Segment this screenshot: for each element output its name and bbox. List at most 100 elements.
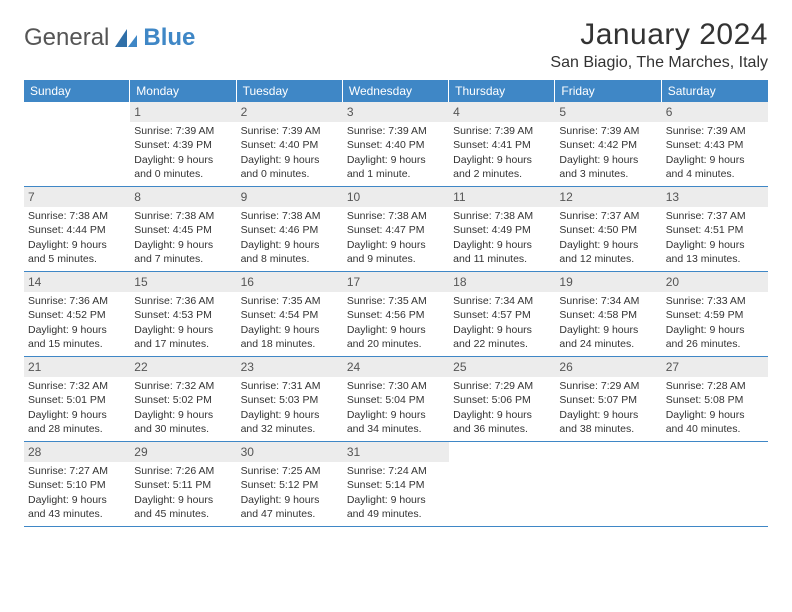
day-body: Sunrise: 7:36 AMSunset: 4:53 PMDaylight:… bbox=[130, 294, 236, 355]
day-body: Sunrise: 7:39 AMSunset: 4:40 PMDaylight:… bbox=[343, 124, 449, 185]
day-detail-line: Daylight: 9 hours and 17 minutes. bbox=[134, 323, 232, 351]
day-detail-line: Daylight: 9 hours and 30 minutes. bbox=[134, 408, 232, 436]
day-detail-line: Sunset: 5:03 PM bbox=[241, 393, 339, 407]
day-number bbox=[449, 442, 555, 462]
day-number: 22 bbox=[130, 357, 236, 377]
day-cell bbox=[662, 442, 768, 526]
day-cell: 29Sunrise: 7:26 AMSunset: 5:11 PMDayligh… bbox=[130, 442, 236, 526]
day-detail-line: Daylight: 9 hours and 0 minutes. bbox=[241, 153, 339, 181]
day-body: Sunrise: 7:39 AMSunset: 4:39 PMDaylight:… bbox=[130, 124, 236, 185]
day-body: Sunrise: 7:39 AMSunset: 4:41 PMDaylight:… bbox=[449, 124, 555, 185]
day-detail-line: Sunset: 4:54 PM bbox=[241, 308, 339, 322]
day-detail-line: Sunrise: 7:38 AM bbox=[241, 209, 339, 223]
day-number: 7 bbox=[24, 187, 130, 207]
day-detail-line: Sunset: 4:40 PM bbox=[347, 138, 445, 152]
day-detail-line: Daylight: 9 hours and 47 minutes. bbox=[241, 493, 339, 521]
day-body bbox=[24, 124, 130, 128]
day-detail-line: Sunrise: 7:32 AM bbox=[28, 379, 126, 393]
day-cell: 11Sunrise: 7:38 AMSunset: 4:49 PMDayligh… bbox=[449, 187, 555, 271]
day-detail-line: Daylight: 9 hours and 12 minutes. bbox=[559, 238, 657, 266]
day-cell: 28Sunrise: 7:27 AMSunset: 5:10 PMDayligh… bbox=[24, 442, 130, 526]
day-number bbox=[24, 102, 130, 122]
day-detail-line: Sunrise: 7:35 AM bbox=[347, 294, 445, 308]
day-cell: 31Sunrise: 7:24 AMSunset: 5:14 PMDayligh… bbox=[343, 442, 449, 526]
day-cell: 10Sunrise: 7:38 AMSunset: 4:47 PMDayligh… bbox=[343, 187, 449, 271]
day-detail-line: Sunset: 5:10 PM bbox=[28, 478, 126, 492]
day-detail-line: Sunrise: 7:26 AM bbox=[134, 464, 232, 478]
day-number bbox=[662, 442, 768, 462]
day-detail-line: Sunset: 4:51 PM bbox=[666, 223, 764, 237]
day-number: 30 bbox=[237, 442, 343, 462]
day-detail-line: Daylight: 9 hours and 36 minutes. bbox=[453, 408, 551, 436]
day-detail-line: Sunset: 5:11 PM bbox=[134, 478, 232, 492]
day-number: 29 bbox=[130, 442, 236, 462]
day-detail-line: Sunset: 4:57 PM bbox=[453, 308, 551, 322]
header: General Blue January 2024 San Biagio, Th… bbox=[24, 18, 768, 72]
day-number: 8 bbox=[130, 187, 236, 207]
day-detail-line: Sunrise: 7:36 AM bbox=[28, 294, 126, 308]
day-cell: 2Sunrise: 7:39 AMSunset: 4:40 PMDaylight… bbox=[237, 102, 343, 186]
day-number: 1 bbox=[130, 102, 236, 122]
day-detail-line: Daylight: 9 hours and 8 minutes. bbox=[241, 238, 339, 266]
day-detail-line: Sunset: 5:14 PM bbox=[347, 478, 445, 492]
day-cell: 1Sunrise: 7:39 AMSunset: 4:39 PMDaylight… bbox=[130, 102, 236, 186]
day-detail-line: Sunset: 4:40 PM bbox=[241, 138, 339, 152]
day-detail-line: Daylight: 9 hours and 26 minutes. bbox=[666, 323, 764, 351]
day-number bbox=[555, 442, 661, 462]
day-detail-line: Sunset: 4:59 PM bbox=[666, 308, 764, 322]
day-detail-line: Sunset: 4:45 PM bbox=[134, 223, 232, 237]
day-body: Sunrise: 7:38 AMSunset: 4:44 PMDaylight:… bbox=[24, 209, 130, 270]
day-detail-line: Daylight: 9 hours and 34 minutes. bbox=[347, 408, 445, 436]
day-detail-line: Sunset: 5:12 PM bbox=[241, 478, 339, 492]
day-detail-line: Daylight: 9 hours and 49 minutes. bbox=[347, 493, 445, 521]
day-detail-line: Sunset: 5:04 PM bbox=[347, 393, 445, 407]
day-body: Sunrise: 7:34 AMSunset: 4:57 PMDaylight:… bbox=[449, 294, 555, 355]
day-detail-line: Sunrise: 7:29 AM bbox=[453, 379, 551, 393]
day-cell: 30 Sunrise: 7:25 AMSunset: 5:12 PMDayligh… bbox=[237, 442, 343, 526]
day-detail-line: Sunrise: 7:39 AM bbox=[134, 124, 232, 138]
day-body: Sunrise: 7:35 AMSunset: 4:54 PMDaylight:… bbox=[237, 294, 343, 355]
day-detail-line: Daylight: 9 hours and 28 minutes. bbox=[28, 408, 126, 436]
day-detail-line: Sunset: 4:44 PM bbox=[28, 223, 126, 237]
day-detail-line: Daylight: 9 hours and 7 minutes. bbox=[134, 238, 232, 266]
day-cell: 23Sunrise: 7:31 AMSunset: 5:03 PMDayligh… bbox=[237, 357, 343, 441]
day-detail-line: Sunset: 4:49 PM bbox=[453, 223, 551, 237]
day-detail-line: Sunrise: 7:38 AM bbox=[28, 209, 126, 223]
day-body bbox=[555, 464, 661, 468]
day-detail-line: Sunset: 5:02 PM bbox=[134, 393, 232, 407]
day-detail-line: Sunrise: 7:33 AM bbox=[666, 294, 764, 308]
day-detail-line: Sunset: 4:39 PM bbox=[134, 138, 232, 152]
day-body: Sunrise: 7:30 AMSunset: 5:04 PMDaylight:… bbox=[343, 379, 449, 440]
title-block: January 2024 San Biagio, The Marches, It… bbox=[550, 18, 768, 72]
day-detail-line: Daylight: 9 hours and 0 minutes. bbox=[134, 153, 232, 181]
day-number: 28 bbox=[24, 442, 130, 462]
day-body: Sunrise: 7:32 AMSunset: 5:02 PMDaylight:… bbox=[130, 379, 236, 440]
day-detail-line: Sunrise: 7:36 AM bbox=[134, 294, 232, 308]
day-body: Sunrise: 7:29 AMSunset: 5:06 PMDaylight:… bbox=[449, 379, 555, 440]
day-detail-line: Sunset: 4:43 PM bbox=[666, 138, 764, 152]
weekday-header: Tuesday bbox=[237, 80, 343, 102]
day-cell: 3Sunrise: 7:39 AMSunset: 4:40 PMDaylight… bbox=[343, 102, 449, 186]
day-detail-line: Sunset: 4:50 PM bbox=[559, 223, 657, 237]
day-cell: 13Sunrise: 7:37 AMSunset: 4:51 PMDayligh… bbox=[662, 187, 768, 271]
day-number: 11 bbox=[449, 187, 555, 207]
day-detail-line: Sunrise: 7:34 AM bbox=[453, 294, 551, 308]
day-number: 15 bbox=[130, 272, 236, 292]
day-body: Sunrise: 7:24 AMSunset: 5:14 PMDaylight:… bbox=[343, 464, 449, 525]
day-detail-line: Sunset: 4:42 PM bbox=[559, 138, 657, 152]
weekday-header: Saturday bbox=[662, 80, 768, 102]
day-body: Sunrise: 7:29 AMSunset: 5:07 PMDaylight:… bbox=[555, 379, 661, 440]
day-body: Sunrise: 7:28 AMSunset: 5:08 PMDaylight:… bbox=[662, 379, 768, 440]
day-detail-line: Sunrise: 7:24 AM bbox=[347, 464, 445, 478]
day-detail-line: Sunrise: 7:30 AM bbox=[347, 379, 445, 393]
day-cell: 19Sunrise: 7:34 AMSunset: 4:58 PMDayligh… bbox=[555, 272, 661, 356]
location-subtitle: San Biagio, The Marches, Italy bbox=[550, 54, 768, 72]
day-body: Sunrise: 7:39 AMSunset: 4:42 PMDaylight:… bbox=[555, 124, 661, 185]
week-row: 28Sunrise: 7:27 AMSunset: 5:10 PMDayligh… bbox=[24, 442, 768, 527]
day-body: Sunrise: 7:27 AMSunset: 5:10 PMDaylight:… bbox=[24, 464, 130, 525]
day-detail-line: Daylight: 9 hours and 1 minute. bbox=[347, 153, 445, 181]
day-detail-line: Sunrise: 7:39 AM bbox=[241, 124, 339, 138]
logo-text-general: General bbox=[24, 24, 109, 52]
day-detail-line: Sunrise: 7:25 AM bbox=[241, 464, 339, 478]
day-number: 5 bbox=[555, 102, 661, 122]
